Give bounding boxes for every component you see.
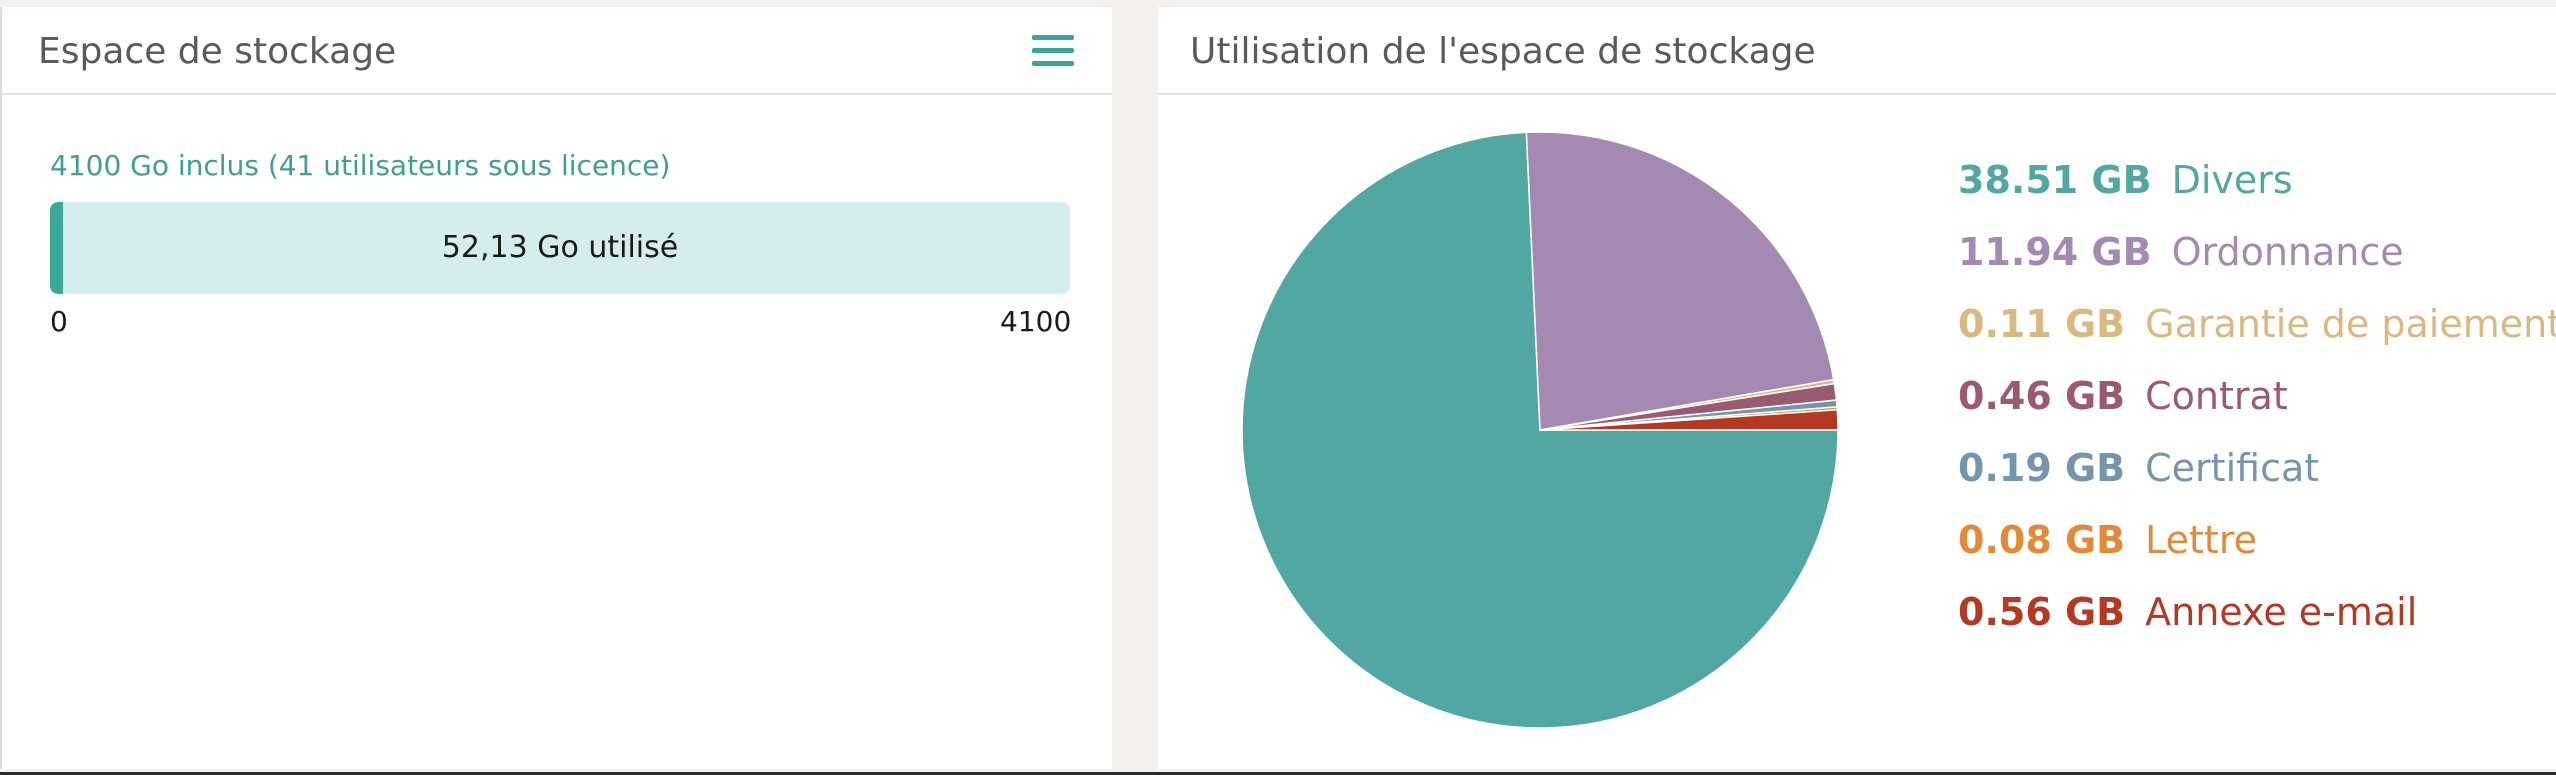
legend-label: Contrat (2145, 374, 2288, 418)
storage-usage-pie-chart (1241, 131, 1839, 729)
legend-value: 0.56 GB (1958, 590, 2126, 634)
legend-item-certificat[interactable]: 0.19 GB Certificat (1958, 446, 2556, 518)
storage-progress-fill (50, 202, 63, 294)
pie-slice-ordonnance[interactable] (1525, 131, 1835, 431)
legend-label: Lettre (2145, 518, 2257, 562)
progress-scale-max: 4100 (1000, 305, 1072, 338)
legend-item-divers[interactable]: 38.51 GB Divers (1958, 158, 2556, 230)
legend-label: Divers (2171, 158, 2293, 202)
legend-value: 0.19 GB (1958, 446, 2126, 490)
legend-item-lettre[interactable]: 0.08 GB Lettre (1958, 518, 2556, 590)
storage-progress-bar: 52,13 Go utilisé (50, 202, 1070, 294)
storage-panel-title: Espace de stockage (38, 31, 397, 72)
legend-value: 0.46 GB (1958, 374, 2126, 418)
included-storage-label: 4100 Go inclus (41 utilisateurs sous lic… (50, 149, 671, 182)
legend-label: Annexe e-mail (2145, 590, 2418, 634)
storage-panel-header: Espace de stockage (2, 7, 1112, 95)
pie-legend: 38.51 GB Divers 11.94 GB Ordonnance 0.11 GB G… (1958, 158, 2556, 662)
progress-scale-min: 0 (50, 305, 68, 338)
legend-value: 0.08 GB (1958, 518, 2126, 562)
legend-value: 0.11 GB (1958, 302, 2126, 346)
legend-item-garantie-de-paiement[interactable]: 0.11 GB Garantie de paiement (1958, 302, 2556, 374)
pie-slice-annexe-e-mail[interactable] (1539, 408, 1839, 431)
legend-item-annexe-e-mail[interactable]: 0.56 GB Annexe e-mail (1958, 590, 2556, 662)
legend-value: 11.94 GB (1958, 230, 2152, 274)
legend-value: 38.51 GB (1958, 158, 2152, 202)
legend-label: Ordonnance (2171, 230, 2404, 274)
legend-label: Certificat (2145, 446, 2320, 490)
legend-item-contrat[interactable]: 0.46 GB Contrat (1958, 374, 2556, 446)
storage-panel: Espace de stockage 4100 Go inclus (41 ut… (0, 7, 1112, 769)
legend-label: Garantie de paiement (2145, 302, 2556, 346)
hamburger-menu-icon[interactable] (1032, 35, 1074, 67)
legend-item-ordonnance[interactable]: 11.94 GB Ordonnance (1958, 230, 2556, 302)
usage-panel-title: Utilisation de l'espace de stockage (1190, 31, 1816, 72)
usage-panel-header: Utilisation de l'espace de stockage (1158, 7, 2556, 95)
storage-used-text: 52,13 Go utilisé (441, 230, 679, 265)
